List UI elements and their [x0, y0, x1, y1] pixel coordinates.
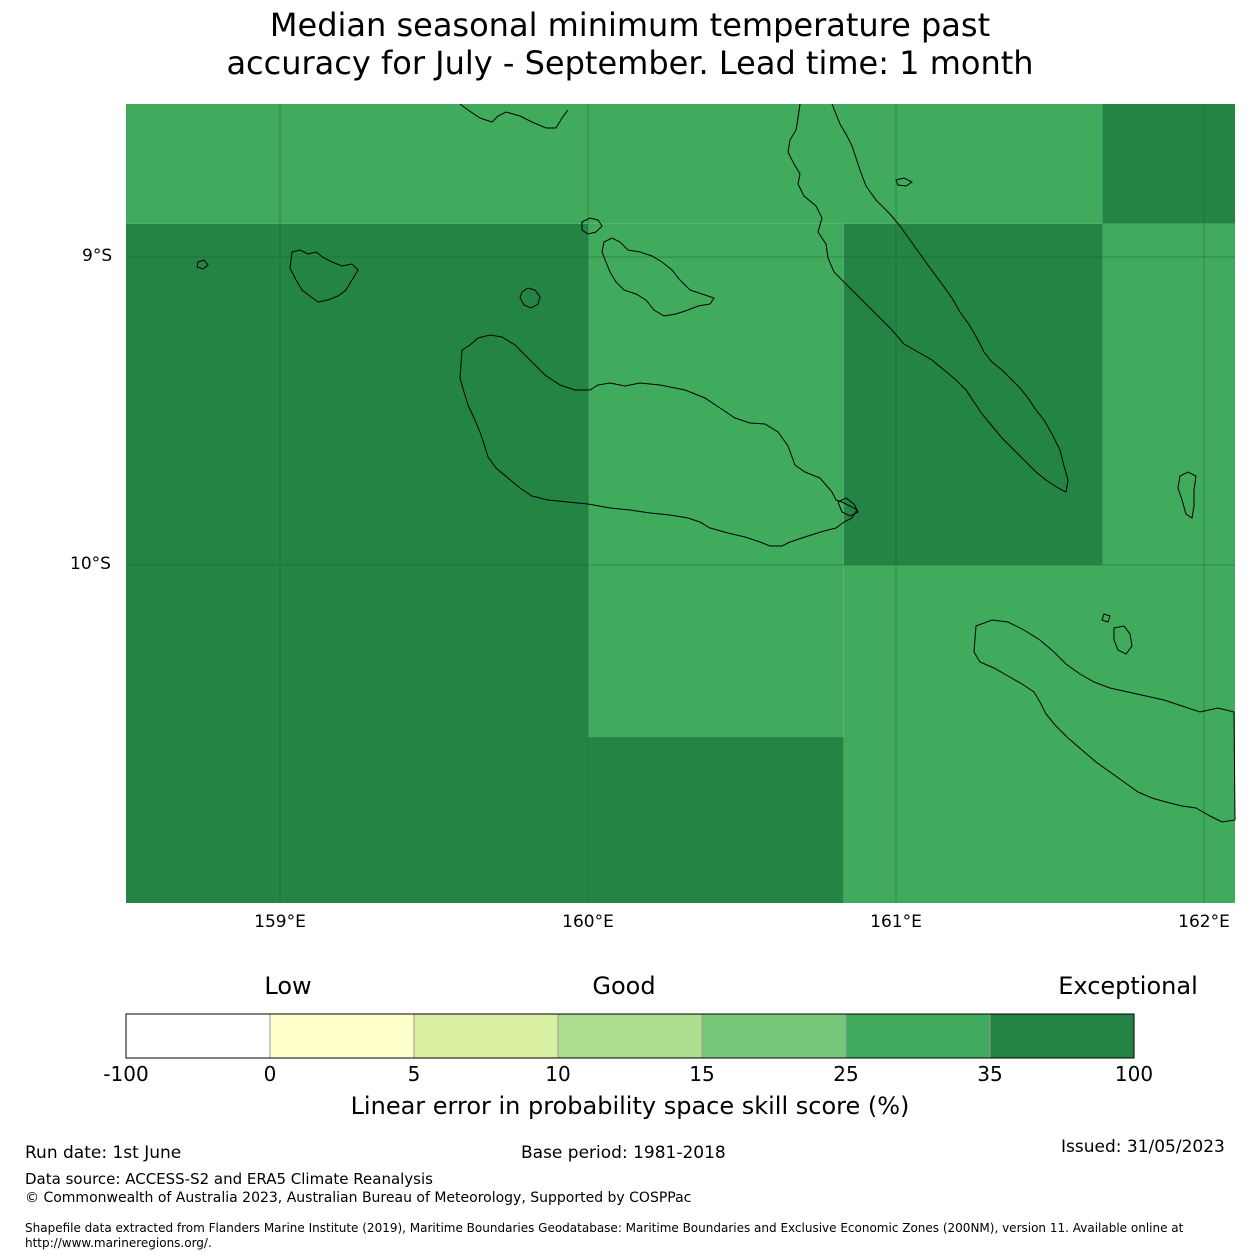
skill-cell — [843, 223, 1103, 565]
skill-cell — [588, 737, 844, 903]
colorbar-bin — [269, 1013, 415, 1059]
coast-florida-islands — [601, 237, 715, 317]
shapefile-credit: Shapefile data extracted from Flanders M… — [25, 1221, 1184, 1250]
lon-tick-160e: 160°E — [562, 912, 614, 932]
skill-cell — [843, 564, 1235, 903]
lat-tick-10s: 10°S — [70, 554, 111, 574]
coast-guadalcanal — [459, 334, 858, 547]
skill-cell — [126, 104, 1103, 224]
base-period: Base period: 1981-2018 — [521, 1143, 726, 1163]
coast-santa-isabel — [787, 103, 1069, 493]
lon-tick-159e: 159°E — [254, 912, 306, 932]
skill-cell — [588, 223, 844, 738]
colorbar-tick: 100 — [1114, 1062, 1154, 1086]
chart-title-line-2: accuracy for July - September. Lead time… — [226, 44, 1034, 82]
run-date: Run date: 1st June — [25, 1143, 182, 1163]
copyright: © Commonwealth of Australia 2023, Austra… — [25, 1190, 692, 1206]
colorbar-bin — [989, 1013, 1135, 1059]
chart-title-line-1: Median seasonal minimum temperature past — [269, 6, 991, 44]
coast-makira — [973, 619, 1236, 823]
colorbar-bin — [845, 1013, 991, 1059]
colorbar-bin — [557, 1013, 703, 1059]
colorbar-tick: -100 — [103, 1062, 149, 1086]
coast-isabel-islet — [895, 177, 913, 187]
lat-tick-9s: 9°S — [82, 246, 113, 266]
coast-malaita-north — [459, 103, 569, 129]
legend-category-low: Low — [264, 972, 312, 1000]
colorbar-frame — [125, 1013, 1135, 1059]
coast-russell-islands — [289, 249, 359, 303]
skill-cell — [126, 223, 589, 904]
coast-savo — [519, 287, 541, 309]
colorbar-tick: 35 — [977, 1062, 1003, 1086]
coast-russell-small — [196, 259, 209, 270]
legend-category-exceptional: Exceptional — [1058, 972, 1198, 1000]
skill-cell — [1102, 223, 1235, 565]
graticule — [126, 104, 1235, 903]
coast-makira-islet — [1101, 613, 1111, 623]
colorbar-tick: 5 — [407, 1062, 421, 1086]
colorbar-label: Linear error in probability space skill … — [350, 1092, 910, 1120]
skill-cells — [126, 104, 1235, 904]
coastlines — [196, 103, 1236, 823]
colorbar — [125, 1013, 1135, 1059]
lon-tick-161e: 161°E — [870, 912, 922, 932]
coast-florida-west — [581, 217, 603, 235]
colorbar-tick: 15 — [689, 1062, 715, 1086]
colorbar-tick: 10 — [545, 1062, 571, 1086]
colorbar-tick: 25 — [833, 1062, 859, 1086]
colorbar-bin — [701, 1013, 847, 1059]
colorbar-tick: 0 — [263, 1062, 277, 1086]
lon-tick-162e: 162°E — [1178, 912, 1230, 932]
coast-east-islet — [1177, 471, 1197, 519]
skill-cell — [1102, 104, 1235, 224]
coast-ugi — [1113, 625, 1133, 655]
legend-category-good: Good — [592, 972, 656, 1000]
colorbar-bin — [125, 1013, 271, 1059]
coast-guadalcanal-tip — [837, 497, 859, 517]
data-source: Data source: ACCESS-S2 and ERA5 Climate … — [25, 1170, 433, 1188]
issued-date: Issued: 31/05/2023 — [1061, 1137, 1225, 1157]
colorbar-bin — [413, 1013, 559, 1059]
